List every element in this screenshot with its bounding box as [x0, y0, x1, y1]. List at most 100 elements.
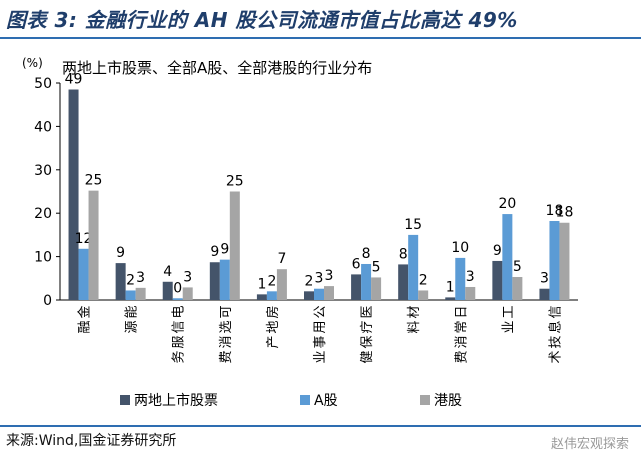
y-tick-label: 20	[34, 206, 52, 222]
footer-divider	[0, 425, 641, 427]
bar-value-label: 2	[419, 272, 428, 288]
legend-label: A股	[314, 393, 338, 409]
x-tick-label-char: 业	[313, 350, 328, 363]
bar-value-label: 25	[85, 173, 103, 189]
bar	[455, 257, 466, 300]
bar-value-label: 3	[466, 269, 475, 285]
x-tick-label-char: 保	[360, 335, 375, 348]
x-tick-label-char: 源	[125, 320, 140, 333]
bar-value-label: 0	[173, 280, 182, 296]
y-tick-label: 0	[43, 293, 52, 309]
bar	[492, 260, 503, 300]
bar	[256, 294, 267, 300]
bar-value-label: 9	[116, 245, 125, 261]
bar-value-label: 5	[372, 259, 381, 275]
bar-value-label: 4	[163, 264, 172, 280]
x-tick-label-char: 日	[454, 305, 469, 318]
x-tick-label-char: 产	[266, 335, 281, 348]
bar-value-label: 18	[546, 203, 564, 219]
bar-value-label: 2	[267, 273, 276, 289]
bar	[502, 214, 513, 300]
x-tick-label-char: 用	[313, 320, 328, 333]
x-tick-label-char: 事	[313, 335, 328, 348]
legend-swatch	[420, 395, 430, 405]
bar-value-label: 12	[75, 231, 93, 247]
x-tick-label-char: 消	[219, 335, 234, 348]
bar-value-label: 10	[451, 240, 469, 256]
bar-value-label: 49	[65, 72, 83, 88]
bar	[304, 291, 314, 300]
bar	[276, 269, 287, 300]
bar-value-label: 1	[257, 276, 266, 292]
bar	[162, 281, 173, 300]
bar	[512, 276, 523, 300]
x-tick-label-char: 费	[454, 350, 469, 363]
x-tick-label-char: 息	[547, 320, 563, 333]
bar	[314, 288, 324, 300]
bar-value-label: 25	[226, 174, 244, 190]
bar-value-label: 9	[493, 243, 502, 259]
x-tick-label-char: 电	[172, 305, 187, 318]
bar	[219, 259, 230, 300]
bar-value-label: 7	[277, 251, 286, 267]
bar	[351, 274, 362, 300]
x-tick-label-char: 地	[266, 320, 281, 333]
x-tick-label-char: 费	[219, 350, 234, 363]
x-tick-label-char: 选	[219, 320, 234, 333]
x-tick-label-char: 料	[407, 320, 422, 333]
bar-value-label: 2	[126, 272, 135, 288]
bar	[172, 298, 183, 300]
title-divider	[0, 37, 641, 39]
bar	[559, 222, 570, 300]
bar	[88, 190, 99, 300]
bar-value-label: 20	[498, 196, 516, 212]
x-tick-label-char: 能	[125, 305, 140, 318]
legend-label: 港股	[434, 393, 462, 409]
bar	[408, 234, 419, 300]
bar-value-label: 1	[446, 279, 455, 295]
x-tick-label-char: 信	[172, 320, 187, 333]
watermark-text: 赵伟宏观探索	[550, 437, 629, 452]
bar	[361, 263, 372, 300]
y-axis: 0 10 20 30 40 50	[34, 76, 61, 309]
bar-value-label: 3	[136, 270, 145, 286]
x-tick-label-char: 常	[454, 320, 469, 333]
bar-value-label: 9	[210, 244, 219, 260]
bar	[539, 288, 550, 300]
legend-label: 两地上市股票	[134, 392, 218, 409]
bar	[78, 248, 89, 300]
bar-value-label: 3	[540, 271, 549, 287]
bar-value-label: 9	[220, 242, 229, 258]
bar-value-label: 15	[404, 217, 422, 233]
bar-value-label: 6	[352, 256, 361, 272]
y-tick-label: 10	[34, 250, 52, 266]
x-tick-label-char: 信	[548, 305, 563, 318]
bar-value-label: 2	[305, 273, 314, 289]
x-tick-label-char: 融	[78, 320, 93, 333]
x-tick-label-char: 材	[407, 305, 422, 318]
x-tick-label-char: 健	[360, 350, 375, 363]
bar-value-label: 3	[325, 268, 334, 284]
x-tick-label-char: 公	[313, 305, 328, 318]
x-tick-label-char: 疗	[360, 320, 375, 333]
chart-title: 两地上市股票、全部A股、全部港股的行业分布	[62, 59, 372, 77]
bar	[266, 291, 277, 300]
figure-title: 图表 3: 金融行业的 AH 股公司流通市值占比高达 49%	[6, 8, 518, 32]
x-tick-label-char: 术	[548, 350, 563, 363]
bar	[445, 297, 456, 300]
bar-value-label: 18	[556, 205, 574, 221]
bar	[115, 263, 126, 300]
y-tick-label: 50	[34, 76, 52, 92]
bar	[229, 191, 240, 300]
x-tick-label-char: 技	[548, 335, 563, 348]
x-tick-label-char: 金	[77, 305, 93, 318]
bar-value-label: 8	[399, 246, 408, 262]
bar	[68, 89, 79, 300]
bar	[418, 290, 429, 300]
legend-swatch	[300, 395, 310, 405]
chart-legend: 两地上市股票 A股 港股	[120, 392, 462, 409]
bar	[398, 264, 409, 300]
